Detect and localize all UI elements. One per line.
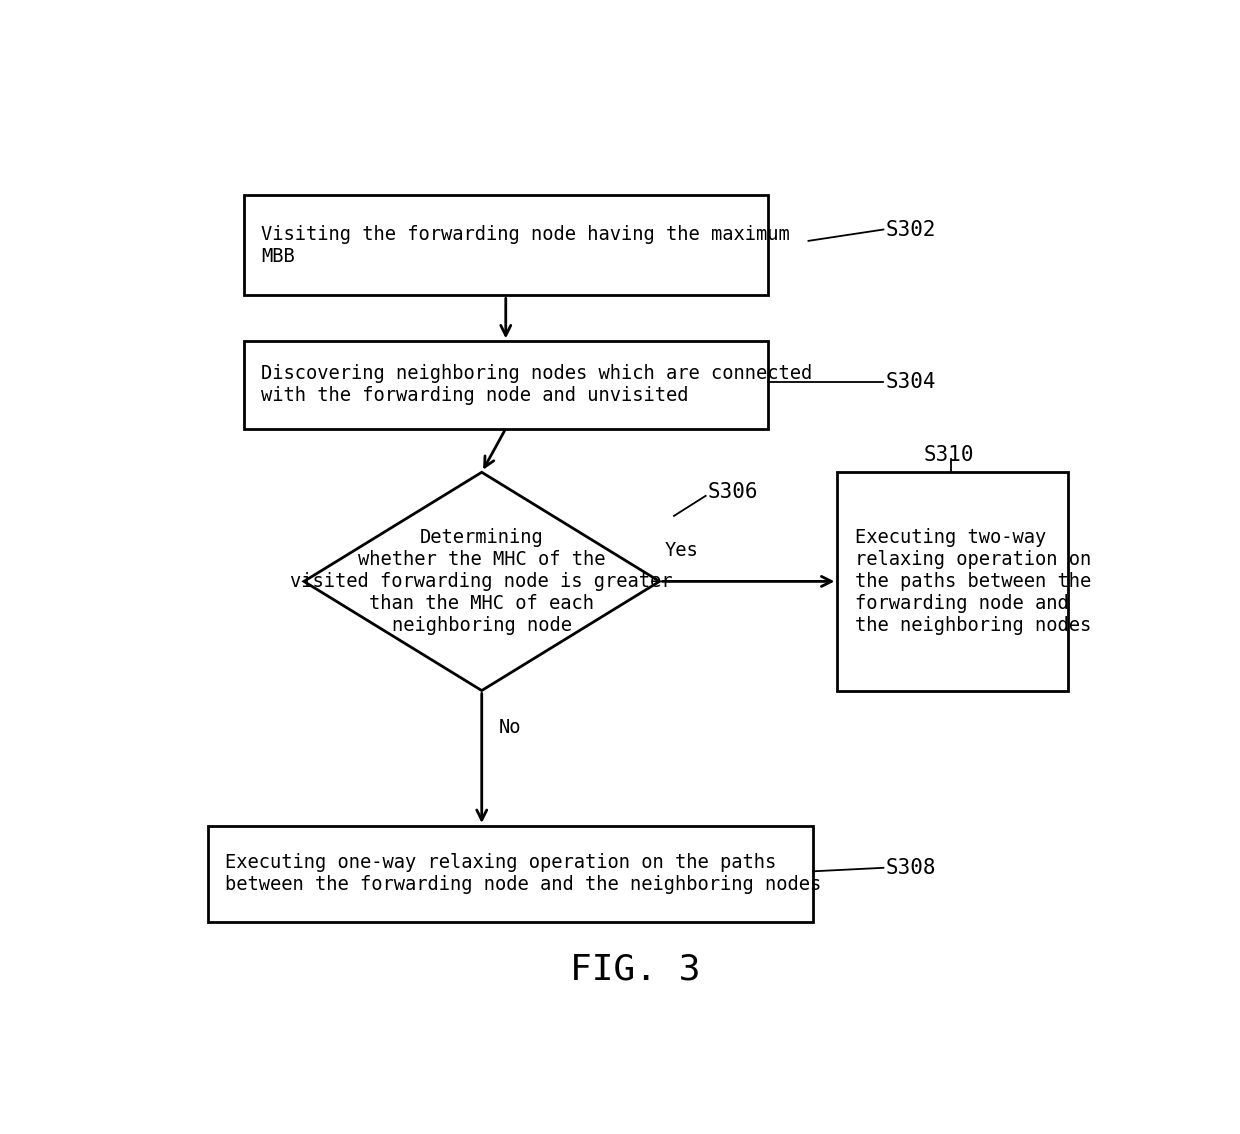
Text: FIG. 3: FIG. 3 bbox=[570, 953, 701, 987]
Text: Executing one-way relaxing operation on the paths
between the forwarding node an: Executing one-way relaxing operation on … bbox=[226, 854, 821, 895]
Text: Visiting the forwarding node having the maximum
MBB: Visiting the forwarding node having the … bbox=[262, 225, 790, 265]
FancyBboxPatch shape bbox=[208, 826, 813, 922]
FancyBboxPatch shape bbox=[837, 472, 1068, 691]
Text: S304: S304 bbox=[885, 372, 936, 392]
Text: S306: S306 bbox=[708, 482, 758, 502]
FancyBboxPatch shape bbox=[244, 341, 768, 429]
Text: S308: S308 bbox=[885, 857, 936, 878]
FancyBboxPatch shape bbox=[244, 195, 768, 296]
Text: Discovering neighboring nodes which are connected
with the forwarding node and u: Discovering neighboring nodes which are … bbox=[262, 364, 812, 406]
Text: Determining
whether the MHC of the
visited forwarding node is greater
than the M: Determining whether the MHC of the visit… bbox=[290, 528, 673, 635]
Text: S310: S310 bbox=[924, 445, 975, 465]
Text: No: No bbox=[498, 719, 522, 737]
Text: Yes: Yes bbox=[665, 541, 698, 559]
Text: Executing two-way
relaxing operation on
the paths between the
forwarding node an: Executing two-way relaxing operation on … bbox=[854, 528, 1091, 635]
Text: S302: S302 bbox=[885, 220, 936, 239]
Polygon shape bbox=[304, 472, 660, 691]
